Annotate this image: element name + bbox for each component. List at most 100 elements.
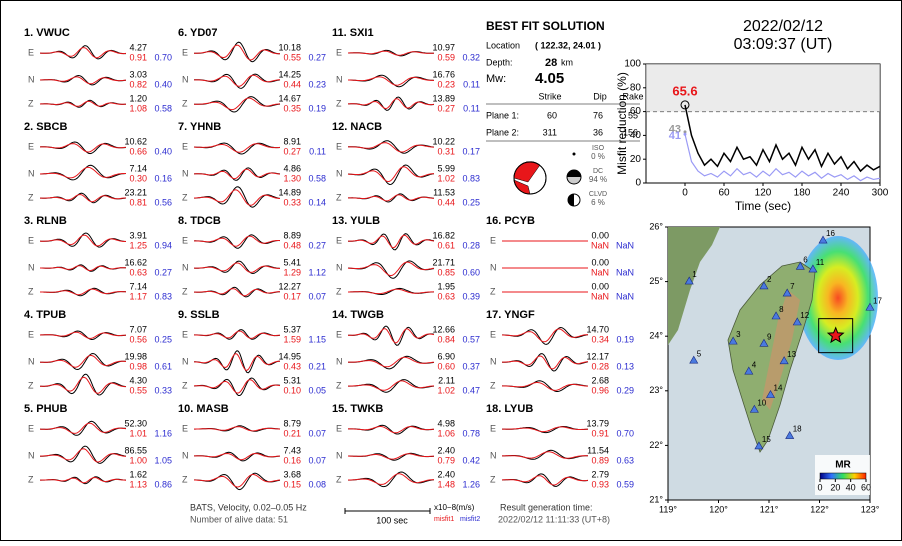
misfit2: 0.19	[616, 334, 634, 344]
location-label: Location	[486, 40, 520, 50]
waveform	[193, 330, 281, 339]
misfit1: 1.17	[129, 291, 147, 301]
beachball-ring	[513, 161, 547, 195]
misfit2: 0.59	[616, 479, 634, 489]
amplitude: 7.43	[283, 445, 301, 455]
mw-label: Mw:	[486, 73, 506, 85]
misfit1: 0.85	[437, 267, 455, 277]
amplitude: 10.97	[432, 42, 455, 52]
component-label: E	[28, 141, 34, 151]
station-marker	[744, 366, 754, 375]
misfit1: 0.91	[591, 428, 609, 438]
station-marker	[795, 261, 805, 270]
amplitude: 5.37	[283, 324, 301, 334]
waveform	[347, 50, 435, 56]
series-line	[684, 134, 881, 182]
amplitude: 14.70	[586, 324, 609, 334]
waveform	[347, 260, 435, 279]
misfit2: 0.16	[154, 173, 172, 183]
component-label: Z	[182, 286, 188, 296]
map-x-label: 120°	[709, 504, 728, 514]
waveform	[194, 74, 281, 87]
station-marker	[792, 317, 802, 326]
map-y-label: 21°	[649, 494, 663, 504]
misfit1: 0.63	[129, 267, 147, 277]
waveform	[194, 288, 281, 297]
amplitude: 8.89	[283, 230, 301, 240]
filter: BATS, Velocity, 0.02–0.05 Hz	[190, 502, 307, 512]
misfit2: 0.78	[462, 428, 480, 438]
plane-value: 55	[628, 110, 638, 120]
waveform	[39, 354, 127, 368]
amplitude: 10.18	[278, 42, 301, 52]
misfit2: 0.07	[308, 291, 326, 301]
amplitude: 13.79	[586, 418, 609, 428]
misfit2: 0.56	[154, 197, 172, 207]
amplitude: 12.17	[586, 351, 609, 361]
misfit1: 0.43	[283, 361, 301, 371]
misfit2: 0.47	[462, 385, 480, 395]
misfit2: 0.83	[462, 173, 480, 183]
amplitude: 6.90	[437, 351, 455, 361]
misfit1: 0.60	[437, 361, 455, 371]
misfit2: NaN	[616, 240, 634, 250]
misfit1: 0.30	[129, 173, 147, 183]
amplitude: 19.98	[124, 351, 147, 361]
component-label: N	[28, 168, 35, 178]
station-label: 4. TPUB	[24, 309, 66, 321]
station-label: 2. SBCB	[24, 121, 67, 133]
waveform	[348, 426, 435, 434]
station-number: 10	[757, 398, 766, 407]
waveform	[348, 473, 434, 485]
component-label: E	[182, 329, 188, 339]
plane-header: Dip	[593, 91, 607, 101]
waveform	[40, 47, 127, 59]
component-label: E	[28, 329, 34, 339]
component-label: Z	[336, 192, 342, 202]
waveform	[40, 265, 127, 272]
waveform	[348, 76, 434, 86]
component-label: E	[182, 141, 188, 151]
plane-value: 60	[547, 110, 557, 120]
x-tick-label: 120	[755, 188, 772, 199]
station-number: 16	[826, 229, 835, 238]
misfit2: 0.27	[308, 240, 326, 250]
part-value: 6 %	[591, 198, 605, 207]
station-label: 12. NACB	[332, 121, 382, 133]
component-label: E	[182, 423, 188, 433]
component-label: Z	[336, 98, 342, 108]
amplitude: 0.00	[591, 230, 609, 240]
station-label: 1. VWUC	[24, 27, 70, 39]
waveform	[194, 189, 281, 206]
amplitude: 1.95	[437, 281, 455, 291]
colorbar	[819, 472, 867, 480]
waveform	[194, 426, 281, 432]
station-marker	[785, 430, 795, 439]
amplitude: 0.00	[591, 281, 609, 291]
misfit1: 1.25	[129, 240, 147, 250]
misfit2: 0.23	[308, 79, 326, 89]
waveform	[194, 143, 281, 153]
waveform	[194, 452, 281, 461]
station-number: 2	[767, 275, 772, 284]
misfit1: NaN	[591, 240, 609, 250]
amplitude: 11.53	[433, 187, 455, 197]
component-label: E	[336, 141, 342, 151]
station-number: 12	[800, 311, 809, 320]
component-label: Z	[28, 380, 34, 390]
misfit2: 0.58	[308, 173, 326, 183]
station-label: 16. PCYB	[486, 215, 535, 227]
station-label: 8. TDCB	[178, 215, 221, 227]
component-label: Z	[336, 380, 342, 390]
station-marker	[818, 235, 828, 244]
misfit2: 1.05	[154, 455, 172, 465]
annotation-marker	[683, 132, 687, 136]
misfit2: 0.40	[154, 146, 172, 156]
waveform	[194, 262, 280, 273]
station-number: 3	[736, 330, 741, 339]
amplitude: 4.27	[129, 42, 147, 52]
misfit1: 0.55	[283, 52, 301, 62]
station-marker	[865, 302, 875, 311]
misfit1: 1.00	[129, 455, 147, 465]
